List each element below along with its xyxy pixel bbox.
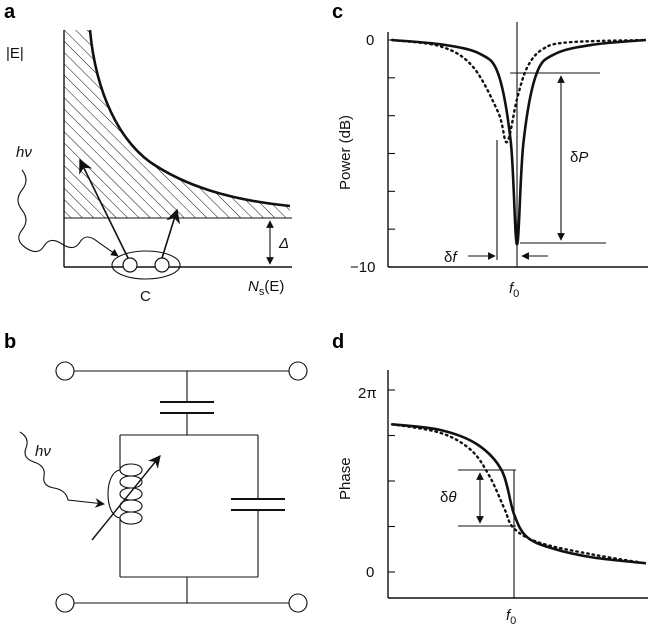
density-of-states-curve: [88, 29, 291, 208]
panel-a-photon-wave: [17, 169, 119, 257]
panel-d-tick-bottom: 0: [366, 564, 374, 581]
panel-c-ticks: [388, 39, 395, 268]
pair-label: C: [140, 288, 151, 305]
panel-c-solid-curve: [391, 38, 647, 246]
panel-d-label: d: [332, 331, 344, 353]
panel-a: a |E| Δ Ns(E) hν C: [4, 1, 292, 305]
electron-left: [122, 257, 138, 273]
panel-c-y-axis-label: Power (dB): [337, 115, 354, 190]
panel-a-y-axis-label: |E|: [6, 45, 24, 62]
electron-right: [154, 257, 170, 273]
panel-b-photon-label: hν: [35, 443, 51, 460]
hatched-states-region: [64, 30, 290, 218]
gap-label: Δ: [278, 235, 289, 252]
cooper-pair-ellipse: [111, 250, 181, 280]
panel-c-f0-label: f0: [509, 280, 519, 300]
delta-f-label: δf: [444, 249, 458, 266]
panel-d-y-axis-label: Phase: [337, 457, 354, 500]
panel-a-photon-label: hν: [16, 144, 32, 161]
excitation-arrow-right: [161, 208, 181, 259]
terminal-top-right: [288, 361, 308, 381]
terminal-bottom-right: [288, 593, 308, 613]
panel-b-label: b: [4, 331, 16, 353]
panel-b-photon-wave: [19, 431, 105, 508]
panel-c-series: [390, 38, 648, 246]
panel-a-label: a: [4, 1, 16, 23]
inductor-coil-icon: [119, 463, 143, 525]
panel-d: d Phase 2π 0 f0 δθ: [332, 331, 648, 627]
delta-p-label: δP: [570, 149, 588, 166]
panel-d-f0-label: f0: [506, 607, 516, 627]
panel-d-tick-top: 2π: [358, 385, 377, 402]
inductor-core: [107, 469, 121, 519]
panel-c-dotted-curve: [390, 38, 648, 144]
panel-d-solid-curve: [391, 423, 647, 565]
terminal-bottom-left: [55, 593, 75, 613]
excitation-arrow-left: [79, 158, 129, 259]
panel-c-tick-bottom: −10: [350, 259, 375, 276]
terminal-top-left: [55, 361, 75, 381]
panel-d-ticks: [388, 389, 395, 573]
panel-b: b hν: [4, 331, 308, 613]
delta-theta-label: δθ: [440, 489, 457, 506]
panel-a-x-axis-label: Ns(E): [248, 278, 284, 298]
panel-d-series: [390, 423, 648, 565]
panel-d-dotted-curve: [390, 423, 648, 565]
panel-c-label: c: [332, 1, 343, 23]
panel-c: c Power (dB) 0 −10 f0 δP δf: [332, 1, 648, 300]
variable-arrow-icon: [91, 455, 161, 541]
panel-c-tick-top: 0: [366, 32, 374, 49]
